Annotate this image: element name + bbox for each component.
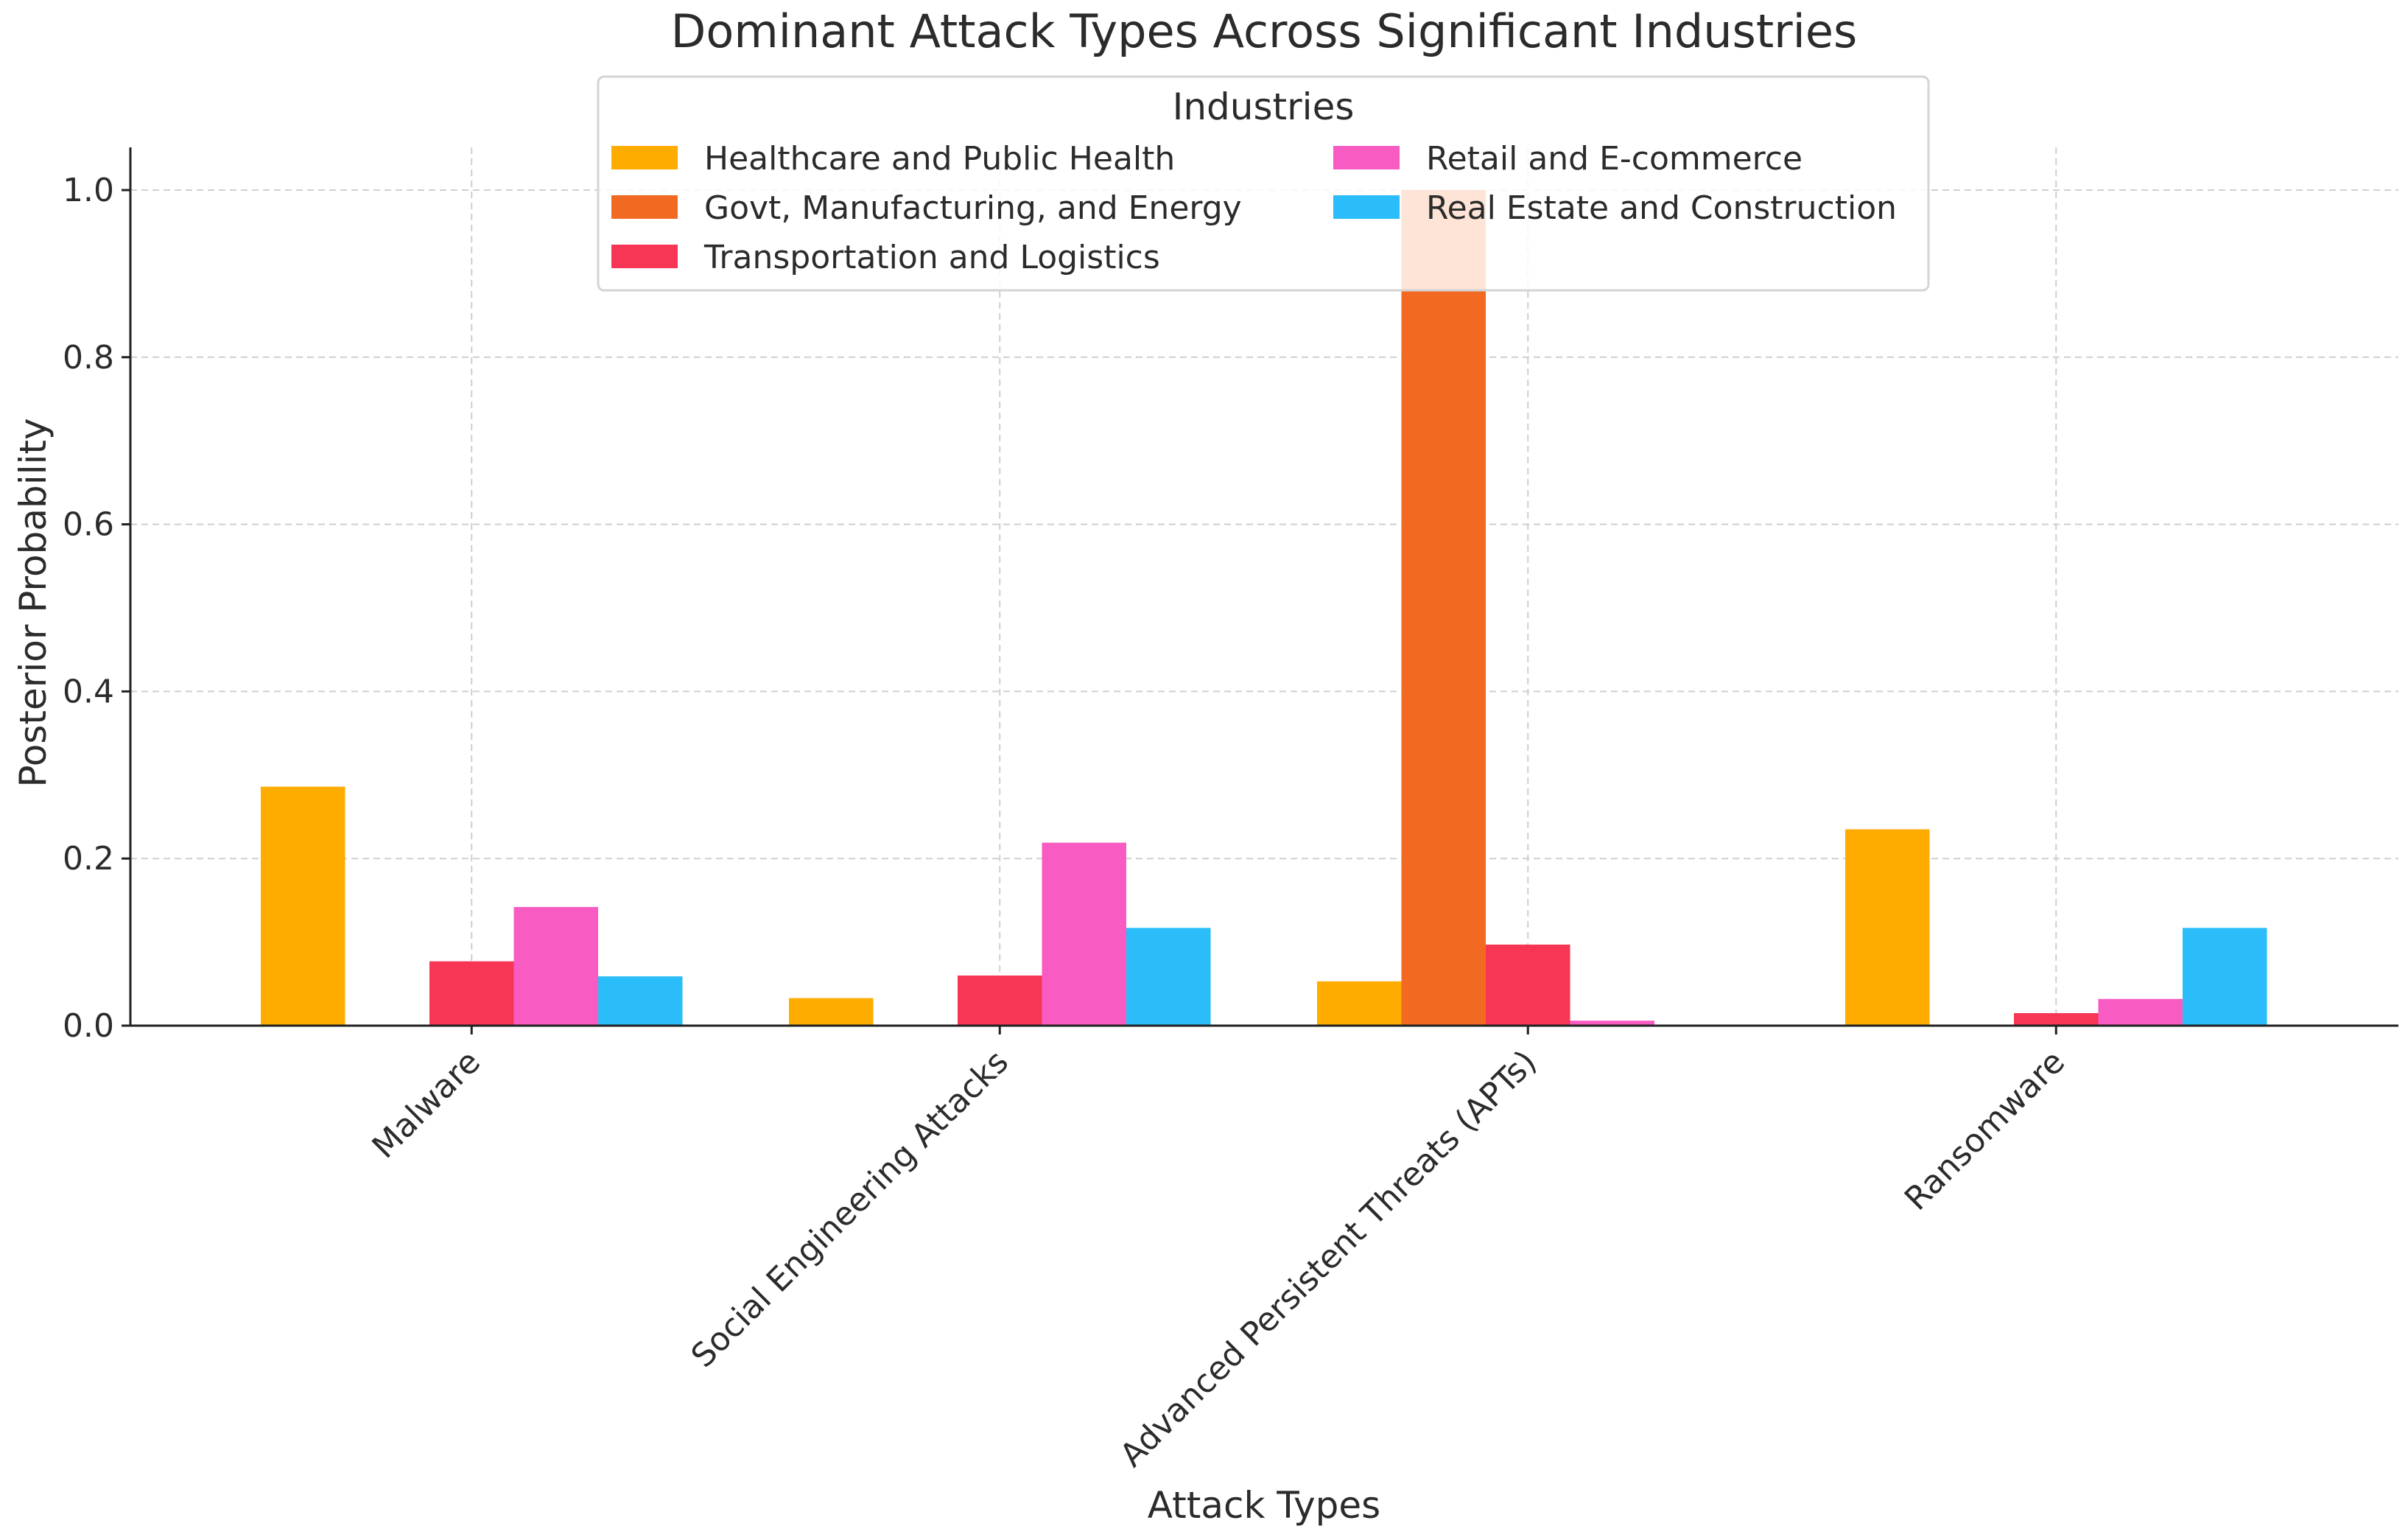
- y-tick-labels: 0.0 0.2 0.4 0.6 0.8 1.0: [63, 172, 114, 1045]
- x-tick-label: Malware: [365, 1043, 488, 1166]
- y-tick-label: 0.0: [63, 1007, 114, 1045]
- bar: [598, 976, 683, 1026]
- x-tick-label: Ransomware: [1898, 1043, 2072, 1218]
- bar: [1126, 928, 1211, 1026]
- legend-label: Healthcare and Public Health: [704, 140, 1175, 178]
- bar: [1042, 842, 1126, 1026]
- bar: [429, 961, 514, 1026]
- x-tick-label: Social Engineering Attacks: [684, 1043, 1016, 1375]
- y-tick-label: 1.0: [63, 172, 114, 209]
- legend-label: Retail and E-commerce: [1426, 140, 1803, 178]
- legend-label: Govt, Manufacturing, and Energy: [704, 189, 1242, 227]
- legend-title: Industries: [1173, 85, 1355, 128]
- x-axis-label: Attack Types: [1148, 1484, 1380, 1527]
- legend-swatch: [611, 195, 678, 219]
- bar: [2098, 998, 2183, 1026]
- legend: Industries Healthcare and Public Health G…: [597, 75, 1930, 292]
- bar: [1401, 190, 1486, 1026]
- bar: [2183, 928, 2267, 1026]
- y-tick-label: 0.8: [63, 339, 114, 377]
- legend-frame: [597, 75, 1930, 292]
- bar: [958, 975, 1042, 1026]
- bar: [789, 998, 874, 1026]
- grid: [130, 147, 2398, 1026]
- bar: [1570, 1020, 1654, 1026]
- x-tick-labels: Malware Social Engineering Attacks Advance…: [365, 1043, 2072, 1474]
- x-tick-label: Advanced Persistent Threats (APTs): [1113, 1043, 1544, 1474]
- bar: [513, 906, 598, 1026]
- y-axis-label: Posterior Probability: [12, 418, 55, 787]
- legend-swatch: [1333, 195, 1400, 219]
- y-tick-label: 0.2: [63, 840, 114, 878]
- bar: [261, 786, 345, 1026]
- y-tick-label: 0.4: [63, 673, 114, 710]
- bars: [261, 190, 2267, 1026]
- axes: [122, 147, 2398, 1034]
- legend-label: Real Estate and Construction: [1426, 189, 1897, 227]
- legend-swatch: [1333, 146, 1400, 169]
- bar: [2014, 1012, 2099, 1026]
- y-tick-label: 0.6: [63, 506, 114, 544]
- bar: [1317, 981, 1402, 1026]
- bar: [1486, 945, 1570, 1026]
- legend-swatch: [611, 245, 678, 268]
- legend-label: Transportation and Logistics: [703, 239, 1160, 276]
- chart-title: Dominant Attack Types Across Significant…: [671, 4, 1858, 58]
- legend-swatch: [611, 146, 678, 169]
- bar: [1845, 829, 1930, 1026]
